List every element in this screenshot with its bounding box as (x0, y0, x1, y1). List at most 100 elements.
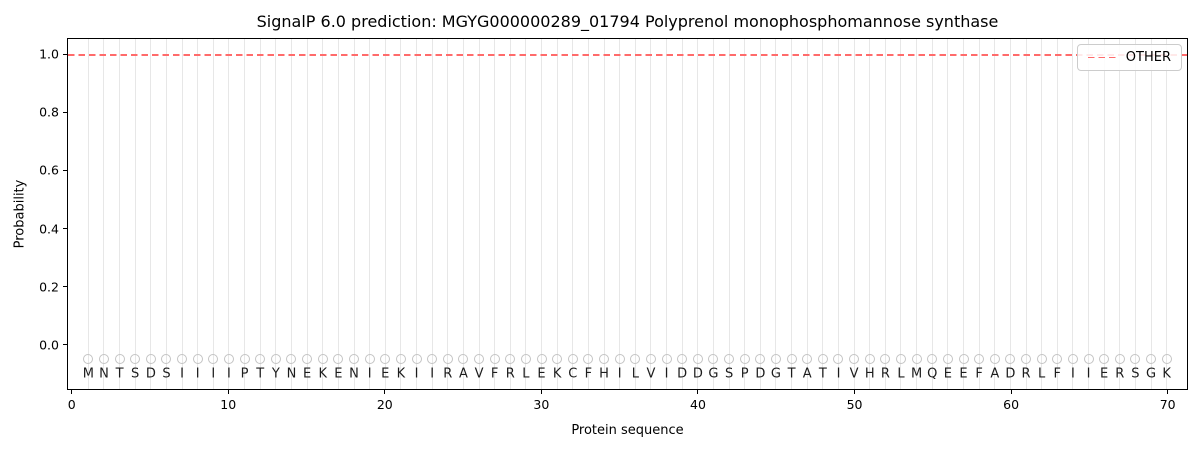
residue-gridline (775, 39, 777, 389)
residue-letter: H (599, 366, 609, 382)
residue-marker-circle (505, 353, 516, 364)
residue-gridline (916, 39, 918, 389)
residue-marker-circle (1036, 353, 1047, 364)
other-probability-line (68, 54, 1187, 56)
residue-gridline (103, 39, 105, 389)
y-tick-mark (63, 344, 67, 346)
residue-marker-circle (802, 353, 813, 364)
residue-marker-circle (1052, 353, 1063, 364)
residue-marker-circle (458, 353, 469, 364)
residue-marker-circle (364, 353, 375, 364)
residue-letter: S (131, 366, 140, 382)
residue-letter: I (414, 366, 419, 382)
residue-letter: R (880, 366, 890, 382)
residue-letter: I (367, 366, 372, 382)
residue-marker-circle (567, 353, 578, 364)
x-tick-label: 20 (376, 397, 393, 412)
residue-letter: P (740, 366, 749, 382)
x-tick-label: 0 (67, 397, 76, 412)
y-tick-label: 0.2 (39, 279, 59, 295)
residue-letter: I (430, 366, 435, 382)
residue-letter: E (943, 366, 952, 382)
residue-letter: T (818, 366, 827, 382)
residue-marker-circle (739, 353, 750, 364)
residue-gridline (165, 39, 167, 389)
residue-marker-circle (255, 353, 266, 364)
residue-gridline (822, 39, 824, 389)
chart-title: SignalP 6.0 prediction: MGYG000000289_01… (256, 12, 999, 31)
residue-marker-circle (1005, 353, 1016, 364)
residue-letter: V (646, 366, 656, 382)
residue-letter: D (1005, 366, 1016, 382)
y-tick-label: 0.4 (39, 221, 59, 237)
residue-letter: I (1070, 366, 1075, 382)
residue-letter: D (755, 366, 766, 382)
residue-marker-circle (536, 353, 547, 364)
x-tick-mark (854, 390, 856, 394)
residue-marker-circle (817, 353, 828, 364)
residue-letter: I (211, 366, 216, 382)
y-tick-mark (63, 228, 67, 230)
residue-marker-circle (786, 353, 797, 364)
residue-marker-circle (661, 353, 672, 364)
residue-gridline (853, 39, 855, 389)
residue-gridline (650, 39, 652, 389)
residue-letter: V (849, 366, 859, 382)
residue-gridline (369, 39, 371, 389)
residue-letter: M (911, 366, 923, 382)
residue-marker-circle (223, 353, 234, 364)
residue-letter: I (617, 366, 622, 382)
residue-gridline (212, 39, 214, 389)
y-tick-label: 1.0 (39, 46, 59, 62)
residue-gridline (900, 39, 902, 389)
residue-gridline (478, 39, 480, 389)
residue-gridline (1056, 39, 1058, 389)
residue-letter: G (1146, 366, 1157, 382)
residue-marker-circle (911, 353, 922, 364)
residue-letter: C (568, 366, 578, 382)
residue-gridline (603, 39, 605, 389)
residue-letter: I (836, 366, 841, 382)
y-tick-label: 0.6 (39, 162, 59, 178)
residue-letter: L (522, 366, 530, 382)
residue-marker-circle (677, 353, 688, 364)
residue-letter: T (256, 366, 265, 382)
residue-gridline (806, 39, 808, 389)
residue-letter: N (286, 366, 297, 382)
residue-marker-circle (192, 353, 203, 364)
residue-marker-circle (208, 353, 219, 364)
residue-marker-circle (1146, 353, 1157, 364)
residue-marker-circle (927, 353, 938, 364)
x-tick-mark (384, 390, 386, 394)
x-tick-mark (540, 390, 542, 394)
residue-marker-circle (302, 353, 313, 364)
x-tick-label: 70 (1159, 397, 1176, 412)
residue-marker-circle (583, 353, 594, 364)
y-tick-mark (63, 169, 67, 171)
residue-gridline (134, 39, 136, 389)
residue-letter: Q (927, 366, 938, 382)
residue-letter: E (959, 366, 968, 382)
residue-marker-circle (130, 353, 141, 364)
legend: OTHER (1076, 44, 1182, 71)
residue-gridline (306, 39, 308, 389)
residue-gridline (462, 39, 464, 389)
residue-gridline (1041, 39, 1043, 389)
residue-letter: L (631, 366, 639, 382)
residue-marker-circle (630, 353, 641, 364)
y-tick-mark (63, 53, 67, 55)
residue-gridline (337, 39, 339, 389)
residue-marker-circle (98, 353, 109, 364)
residue-gridline (1025, 39, 1027, 389)
legend-label: OTHER (1125, 50, 1171, 65)
residue-gridline (869, 39, 871, 389)
residue-marker-circle (770, 353, 781, 364)
residue-letter: F (490, 366, 499, 382)
x-tick-label: 30 (533, 397, 550, 412)
residue-gridline (1166, 39, 1168, 389)
residue-gridline (931, 39, 933, 389)
residue-letter: R (443, 366, 453, 382)
residue-letter: D (692, 366, 703, 382)
residue-marker-circle (349, 353, 359, 364)
residue-marker-circle (270, 353, 281, 364)
